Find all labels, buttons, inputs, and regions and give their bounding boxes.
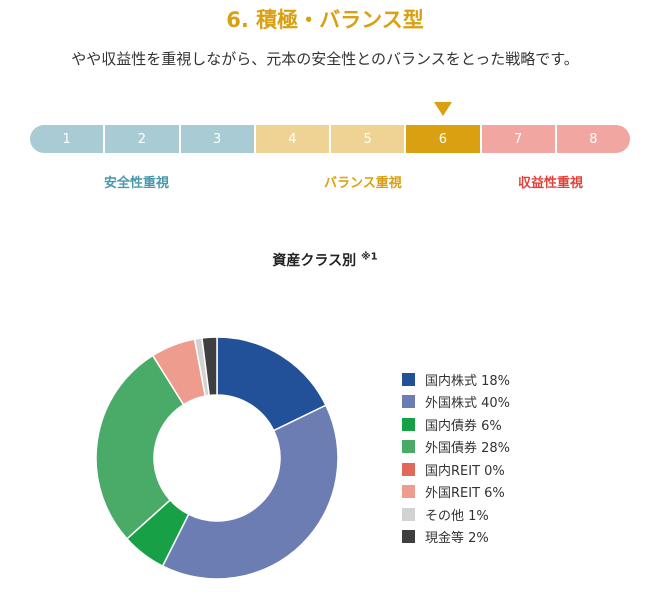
risk-level-1: 1 xyxy=(30,125,106,153)
risk-level-2: 2 xyxy=(105,125,181,153)
page-title: 6. 積極・バランス型 xyxy=(226,8,424,32)
chart-legend: 国内株式 18% 外国株式 40% 国内債券 6% 外国債券 28% 国内REIT 0%… xyxy=(402,368,510,548)
risk-level-7: 7 xyxy=(481,125,557,153)
legend-label: 外国債券 28% xyxy=(425,441,511,457)
risk-scale: 1 2 3 4 5 6 7 8 xyxy=(30,125,630,153)
chart-title-note: ※1 xyxy=(360,251,378,263)
legend-label: 国内REIT 0% xyxy=(425,463,505,479)
legend-label: その他 1% xyxy=(425,508,489,524)
donut-slice-3 xyxy=(95,354,185,540)
category-safety-label: 安全性重視 xyxy=(104,176,170,191)
legend-swatch xyxy=(402,440,415,454)
risk-level-4: 4 xyxy=(255,125,331,153)
page-subtitle: やや収益性を重視しながら、元本の安全性とのバランスをとった戦略です。 xyxy=(71,50,579,68)
legend-label: 外国REIT 6% xyxy=(425,486,505,502)
legend-item: 国内株式 18% xyxy=(402,368,510,391)
legend-item: 外国REIT 6% xyxy=(402,481,510,504)
legend-swatch xyxy=(402,417,415,431)
risk-level-8: 8 xyxy=(556,125,630,153)
legend-label: 現金等 2% xyxy=(425,531,489,547)
legend-swatch xyxy=(402,530,415,544)
legend-label: 国内株式 18% xyxy=(425,373,511,389)
legend-item: 現金等 2% xyxy=(402,526,510,549)
legend-item: 国内債券 6% xyxy=(402,413,510,436)
category-return-label: 収益性重視 xyxy=(518,176,584,191)
legend-item: その他 1% xyxy=(402,503,510,526)
donut-slice-7 xyxy=(201,336,218,397)
legend-swatch xyxy=(402,462,415,476)
legend-label: 国内債券 6% xyxy=(425,418,502,434)
legend-item: 国内REIT 0% xyxy=(402,458,510,481)
risk-level-5: 5 xyxy=(331,125,407,153)
chart-title: 資産クラス別 ※1 xyxy=(0,250,650,270)
legend-item: 外国債券 28% xyxy=(402,436,510,459)
legend-item: 外国株式 40% xyxy=(402,391,510,414)
risk-level-3: 3 xyxy=(180,125,256,153)
legend-swatch xyxy=(402,372,415,386)
chart-title-text: 資産クラス別 xyxy=(272,253,357,269)
legend-swatch xyxy=(402,507,415,521)
legend-swatch xyxy=(402,485,415,499)
legend-swatch xyxy=(402,395,415,409)
risk-level-6: 6 xyxy=(406,125,482,153)
donut-slice-1 xyxy=(161,404,339,580)
selected-level-marker-icon xyxy=(434,102,452,116)
legend-label: 外国株式 40% xyxy=(425,396,511,412)
category-balance-label: バランス重視 xyxy=(324,176,402,191)
